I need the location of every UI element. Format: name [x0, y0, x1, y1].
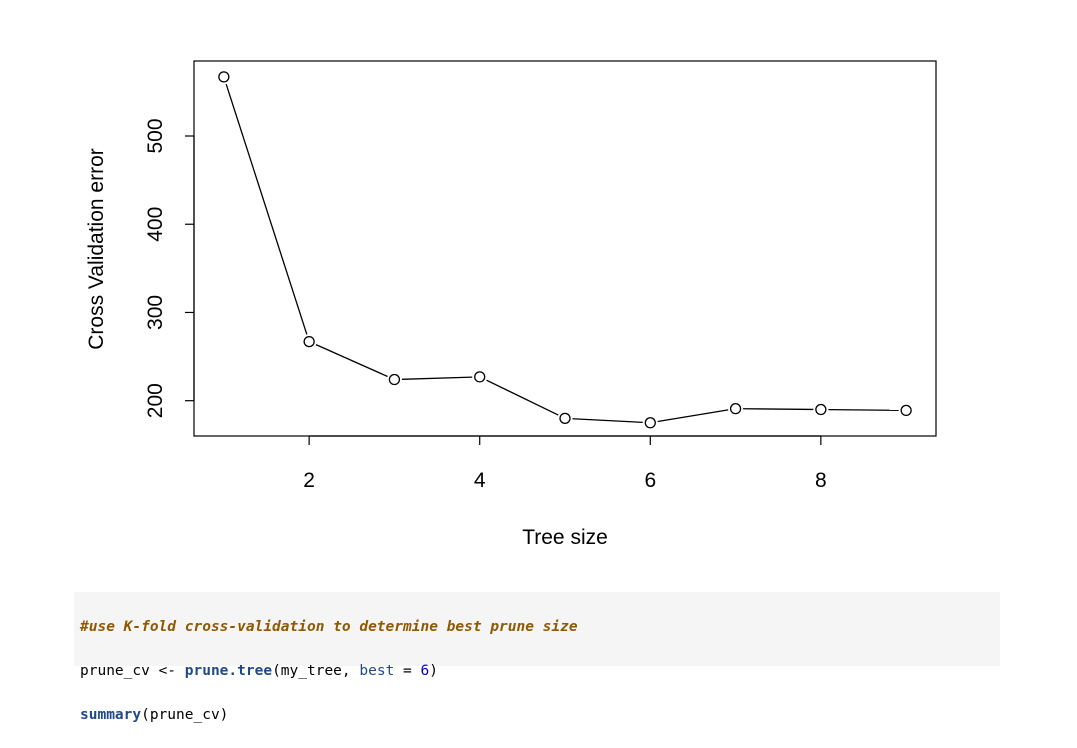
- series-segment: [657, 409, 729, 423]
- x-axis-label: Tree size: [522, 526, 608, 549]
- code-comment: #use K-fold cross-validation to determin…: [80, 619, 578, 635]
- x-tick-label: 6: [644, 469, 656, 492]
- series-segment: [401, 376, 473, 380]
- code-args: (my_tree,: [272, 663, 360, 679]
- y-tick-label: 400: [144, 207, 167, 242]
- data-point: [474, 371, 486, 383]
- code-arg-name: best: [359, 663, 395, 679]
- data-point: [559, 412, 571, 425]
- y-tick-label: 200: [144, 383, 167, 418]
- data-point: [388, 373, 401, 386]
- x-tick-label: 8: [815, 469, 827, 492]
- data-point: [900, 404, 912, 417]
- y-axis-label: Cross Validation error: [85, 148, 108, 350]
- code-number: 6: [420, 663, 430, 679]
- data-point: [815, 403, 827, 416]
- series-segment: [743, 408, 814, 411]
- y-tick-label: 500: [144, 118, 167, 153]
- series-segment: [572, 418, 643, 424]
- code-equals: =: [394, 663, 421, 679]
- series-segment: [225, 83, 308, 335]
- code-close: ): [429, 663, 438, 679]
- code-assign: prune_cv <-: [80, 663, 185, 679]
- y-tick-label: 300: [144, 295, 167, 330]
- code-function: summary: [80, 707, 142, 723]
- code-line-2: prune_cv <- prune.tree(my_tree, best = 6…: [80, 660, 994, 682]
- code-line-3: summary(prune_cv): [80, 704, 994, 726]
- code-function: prune.tree: [184, 663, 273, 679]
- code-block: #use K-fold cross-validation to determin…: [74, 592, 1000, 723]
- y-axis: 200 300 400 500: [144, 118, 195, 418]
- series-segment: [828, 408, 899, 411]
- x-tick-label: 2: [303, 469, 315, 492]
- data-point: [303, 335, 315, 348]
- data-point: [729, 402, 742, 415]
- x-axis: 2 4 6 8: [303, 435, 827, 492]
- series-segment: [486, 379, 559, 416]
- series-segment: [315, 344, 388, 378]
- plot-frame: [193, 60, 937, 437]
- code-line-1: #use K-fold cross-validation to determin…: [80, 616, 994, 638]
- cv-error-plot: 2 4 6 8 200 300 400 500 Tree size Cross Valida…: [85, 60, 937, 549]
- data-point: [218, 71, 230, 83]
- series-points: [218, 71, 912, 429]
- data-point: [644, 417, 656, 429]
- code-args: (prune_cv): [141, 707, 229, 723]
- x-tick-label: 4: [474, 469, 486, 492]
- series-line: [225, 83, 899, 424]
